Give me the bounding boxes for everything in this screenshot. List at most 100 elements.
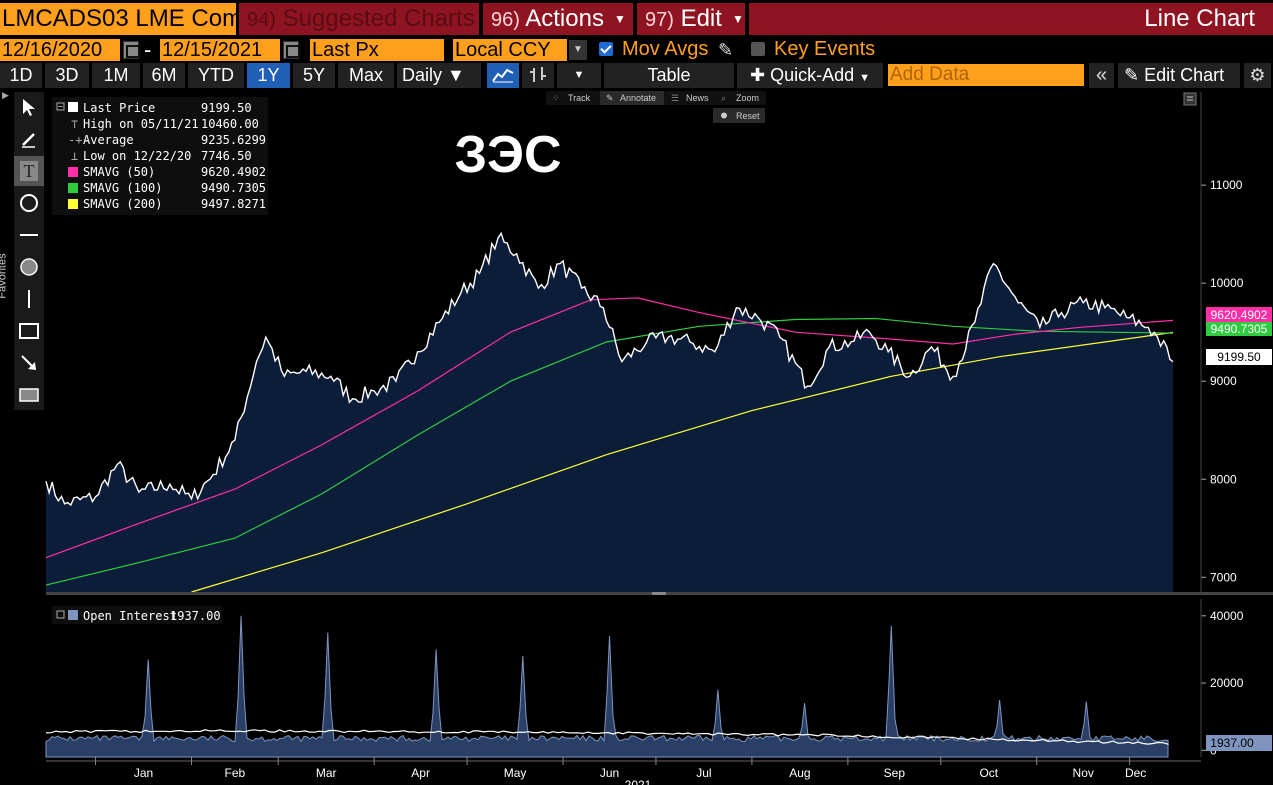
start-date-field[interactable]: 12/16/2020 (0, 39, 120, 61)
high-marker-icon: ⊤ (71, 117, 78, 131)
table-button[interactable]: Table (604, 63, 734, 88)
end-date-field[interactable]: 12/15/2021 (160, 39, 280, 61)
bottom-panel: 40000200000 1937.00 Open Interest 1937.0… (45, 599, 1272, 758)
legend-high-value: 10460.00 (201, 117, 259, 131)
frequency-label: Daily (402, 65, 443, 85)
news-button[interactable]: ☰ News (671, 93, 709, 103)
price-chart[interactable]: 11000 10000 9000 8000 7000 9620.4902 9490.73… (0, 89, 1273, 785)
oi-last-box (1206, 735, 1272, 751)
legend-average-name: Average (83, 133, 134, 147)
rectangle-outline-icon[interactable] (14, 316, 44, 346)
average-marker-icon: -+- (68, 133, 90, 147)
quick-add-button[interactable]: ✚ Quick-Add ▼ (737, 63, 883, 88)
pencil-icon[interactable]: ✎ (718, 40, 734, 60)
pen-icon[interactable] (14, 124, 44, 154)
expand-arrow-icon[interactable]: ▶ (2, 90, 9, 100)
chart-annotation-text[interactable]: ЗЭС (454, 126, 561, 184)
bar-chart-icon[interactable] (522, 63, 554, 88)
legend-sma200-value: 9497.8271 (201, 197, 266, 211)
x-tick-label: Feb (225, 766, 246, 780)
frequency-selector[interactable]: Daily ▼ (397, 63, 481, 88)
mov-avgs-checkbox[interactable] (599, 42, 613, 56)
open-interest-area (45, 615, 1169, 758)
suggested-num: 94) (247, 9, 276, 31)
edit-chart-button[interactable]: ✎ Edit Chart (1118, 63, 1240, 88)
actions-menu-button[interactable]: 96) Actions ▼ (483, 3, 633, 35)
top-panel: 11000 10000 9000 8000 7000 (45, 92, 1244, 593)
oi-tick-label: 40000 (1210, 609, 1244, 623)
horizontal-line-icon[interactable] (14, 220, 44, 250)
period-1y-button[interactable]: 1Y (247, 63, 290, 88)
cursor-icon[interactable] (14, 92, 44, 122)
period-6m-button[interactable]: 6M (143, 63, 185, 88)
edit-menu-button[interactable]: 97) Edit ▼ (637, 3, 745, 35)
pencil-icon: ✎ (1124, 65, 1140, 85)
collapse-icon[interactable] (56, 610, 65, 619)
x-tick-label: Sep (884, 766, 906, 780)
text-tool-icon[interactable]: T (14, 156, 44, 186)
x-tick-label: Oct (979, 766, 998, 780)
period-5y-button[interactable]: 5Y (293, 63, 335, 88)
currency-selector[interactable]: Local CCY (453, 39, 567, 61)
add-data-input[interactable]: Add Data (888, 64, 1084, 86)
price-area-fill (46, 233, 1173, 593)
last-price-label: 9199.50 (1217, 350, 1261, 364)
x-tick-label: Jul (696, 766, 711, 780)
annotate-button-bg[interactable] (600, 91, 664, 105)
y-tick-label: 11000 (1210, 178, 1243, 192)
filled-circle-icon[interactable] (14, 252, 44, 282)
filled-rectangle-icon[interactable] (14, 380, 44, 410)
title-bar: LMCADS03 LME Comdty 94) Suggested Charts… (0, 0, 1273, 36)
chevron-down-icon: ▼ (859, 72, 871, 84)
calendar-icon[interactable] (123, 41, 140, 59)
period-1m-button[interactable]: 1M (92, 63, 140, 88)
edit-num: 97) (645, 9, 674, 31)
chevron-down-icon: ▼ (613, 12, 626, 26)
chevron-down-icon[interactable]: ▼ (569, 40, 587, 60)
line-chart-icon[interactable] (487, 63, 519, 88)
panel-menu-icon[interactable] (1183, 92, 1197, 106)
actions-num: 96) (491, 9, 520, 31)
annotate-button[interactable]: ✎ Annotate (606, 93, 656, 103)
vertical-line-icon[interactable] (14, 284, 44, 314)
suggested-charts-button[interactable]: 94) Suggested Charts (239, 3, 479, 35)
news-label: News (686, 93, 709, 103)
legend-average-value: 9235.6299 (201, 133, 266, 147)
mov-avgs-label[interactable]: Mov Avgs (622, 38, 709, 60)
period-ytd-button[interactable]: YTD (188, 63, 244, 88)
reset-button[interactable]: Reset (736, 111, 760, 121)
low-marker-icon: ⊥ (71, 149, 78, 163)
collapse-icon[interactable] (56, 102, 65, 111)
zoom-button[interactable]: ⌕ Zoom (721, 93, 759, 103)
reset-button-bg[interactable] (713, 108, 765, 123)
period-max-button[interactable]: Max (338, 63, 394, 88)
quick-add-label: Quick-Add (770, 65, 855, 85)
period-1d-button[interactable]: 1D (0, 63, 42, 88)
right-value-labels: 9620.4902 9490.7305 9199.50 (1206, 307, 1272, 365)
period-3d-button[interactable]: 3D (45, 63, 89, 88)
sma200-swatch (68, 199, 78, 209)
key-events-checkbox[interactable] (751, 42, 765, 56)
x-year-label: 2021 (625, 778, 652, 785)
gear-icon[interactable]: ⚙ (1244, 63, 1271, 88)
key-events-label[interactable]: Key Events (774, 38, 876, 60)
ticker-field[interactable]: LMCADS03 LME Comdty (0, 3, 236, 35)
calendar-icon[interactable] (283, 41, 300, 59)
field-selector[interactable]: Last Px (310, 39, 444, 61)
legend-sma100-value: 9490.7305 (201, 181, 266, 195)
circle-outline-icon[interactable] (14, 188, 44, 218)
divider-handle[interactable] (652, 592, 666, 595)
legend-sma50-value: 9620.4902 (201, 165, 266, 179)
double-chevron-left-icon[interactable]: « (1089, 63, 1114, 88)
drawing-toolbar: T (14, 92, 44, 410)
reset-icon[interactable] (721, 112, 727, 119)
y-tick-label: 8000 (1210, 472, 1237, 486)
triangle-down-icon: ▼ (447, 65, 465, 85)
sma50-value-box (1206, 307, 1272, 322)
annotate-icon: ✎ (606, 93, 614, 103)
chart-style-dropdown[interactable]: ▼ (557, 63, 601, 88)
arrow-icon[interactable] (14, 348, 44, 378)
sma100-line (45, 317, 1174, 586)
track-button[interactable]: ⁘ Track (552, 93, 591, 103)
plus-icon: ✚ (749, 65, 766, 85)
